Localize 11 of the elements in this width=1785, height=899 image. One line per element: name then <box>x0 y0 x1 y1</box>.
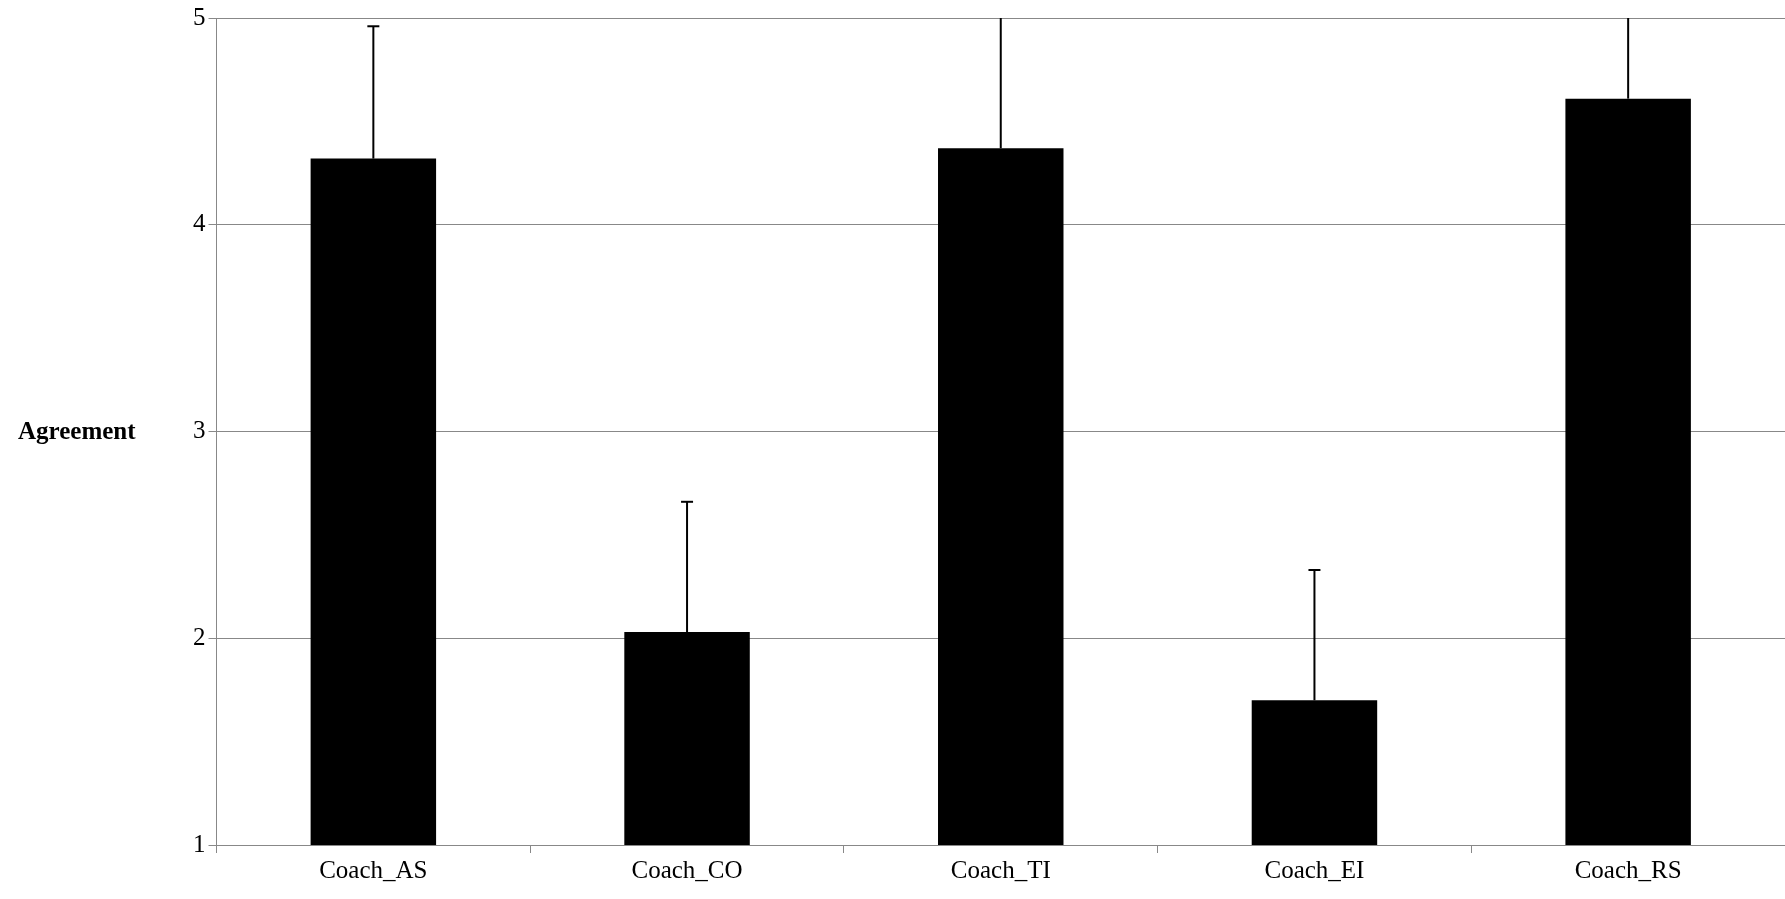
x-tick-label: Coach_EI <box>1264 855 1365 883</box>
y-tick-label: 2 <box>193 622 206 650</box>
y-tick-label: 1 <box>193 829 206 857</box>
x-tick-label: Coach_RS <box>1574 855 1682 883</box>
x-tick-label: Coach_AS <box>319 855 428 883</box>
x-tick-label: Coach_CO <box>631 855 743 883</box>
x-tick-label: Coach_TI <box>950 855 1051 883</box>
y-tick-label: 5 <box>193 2 206 30</box>
y-tick-label: 4 <box>193 209 206 237</box>
y-axis-title: Agreement <box>18 417 136 445</box>
y-tick-label: 3 <box>193 416 206 444</box>
